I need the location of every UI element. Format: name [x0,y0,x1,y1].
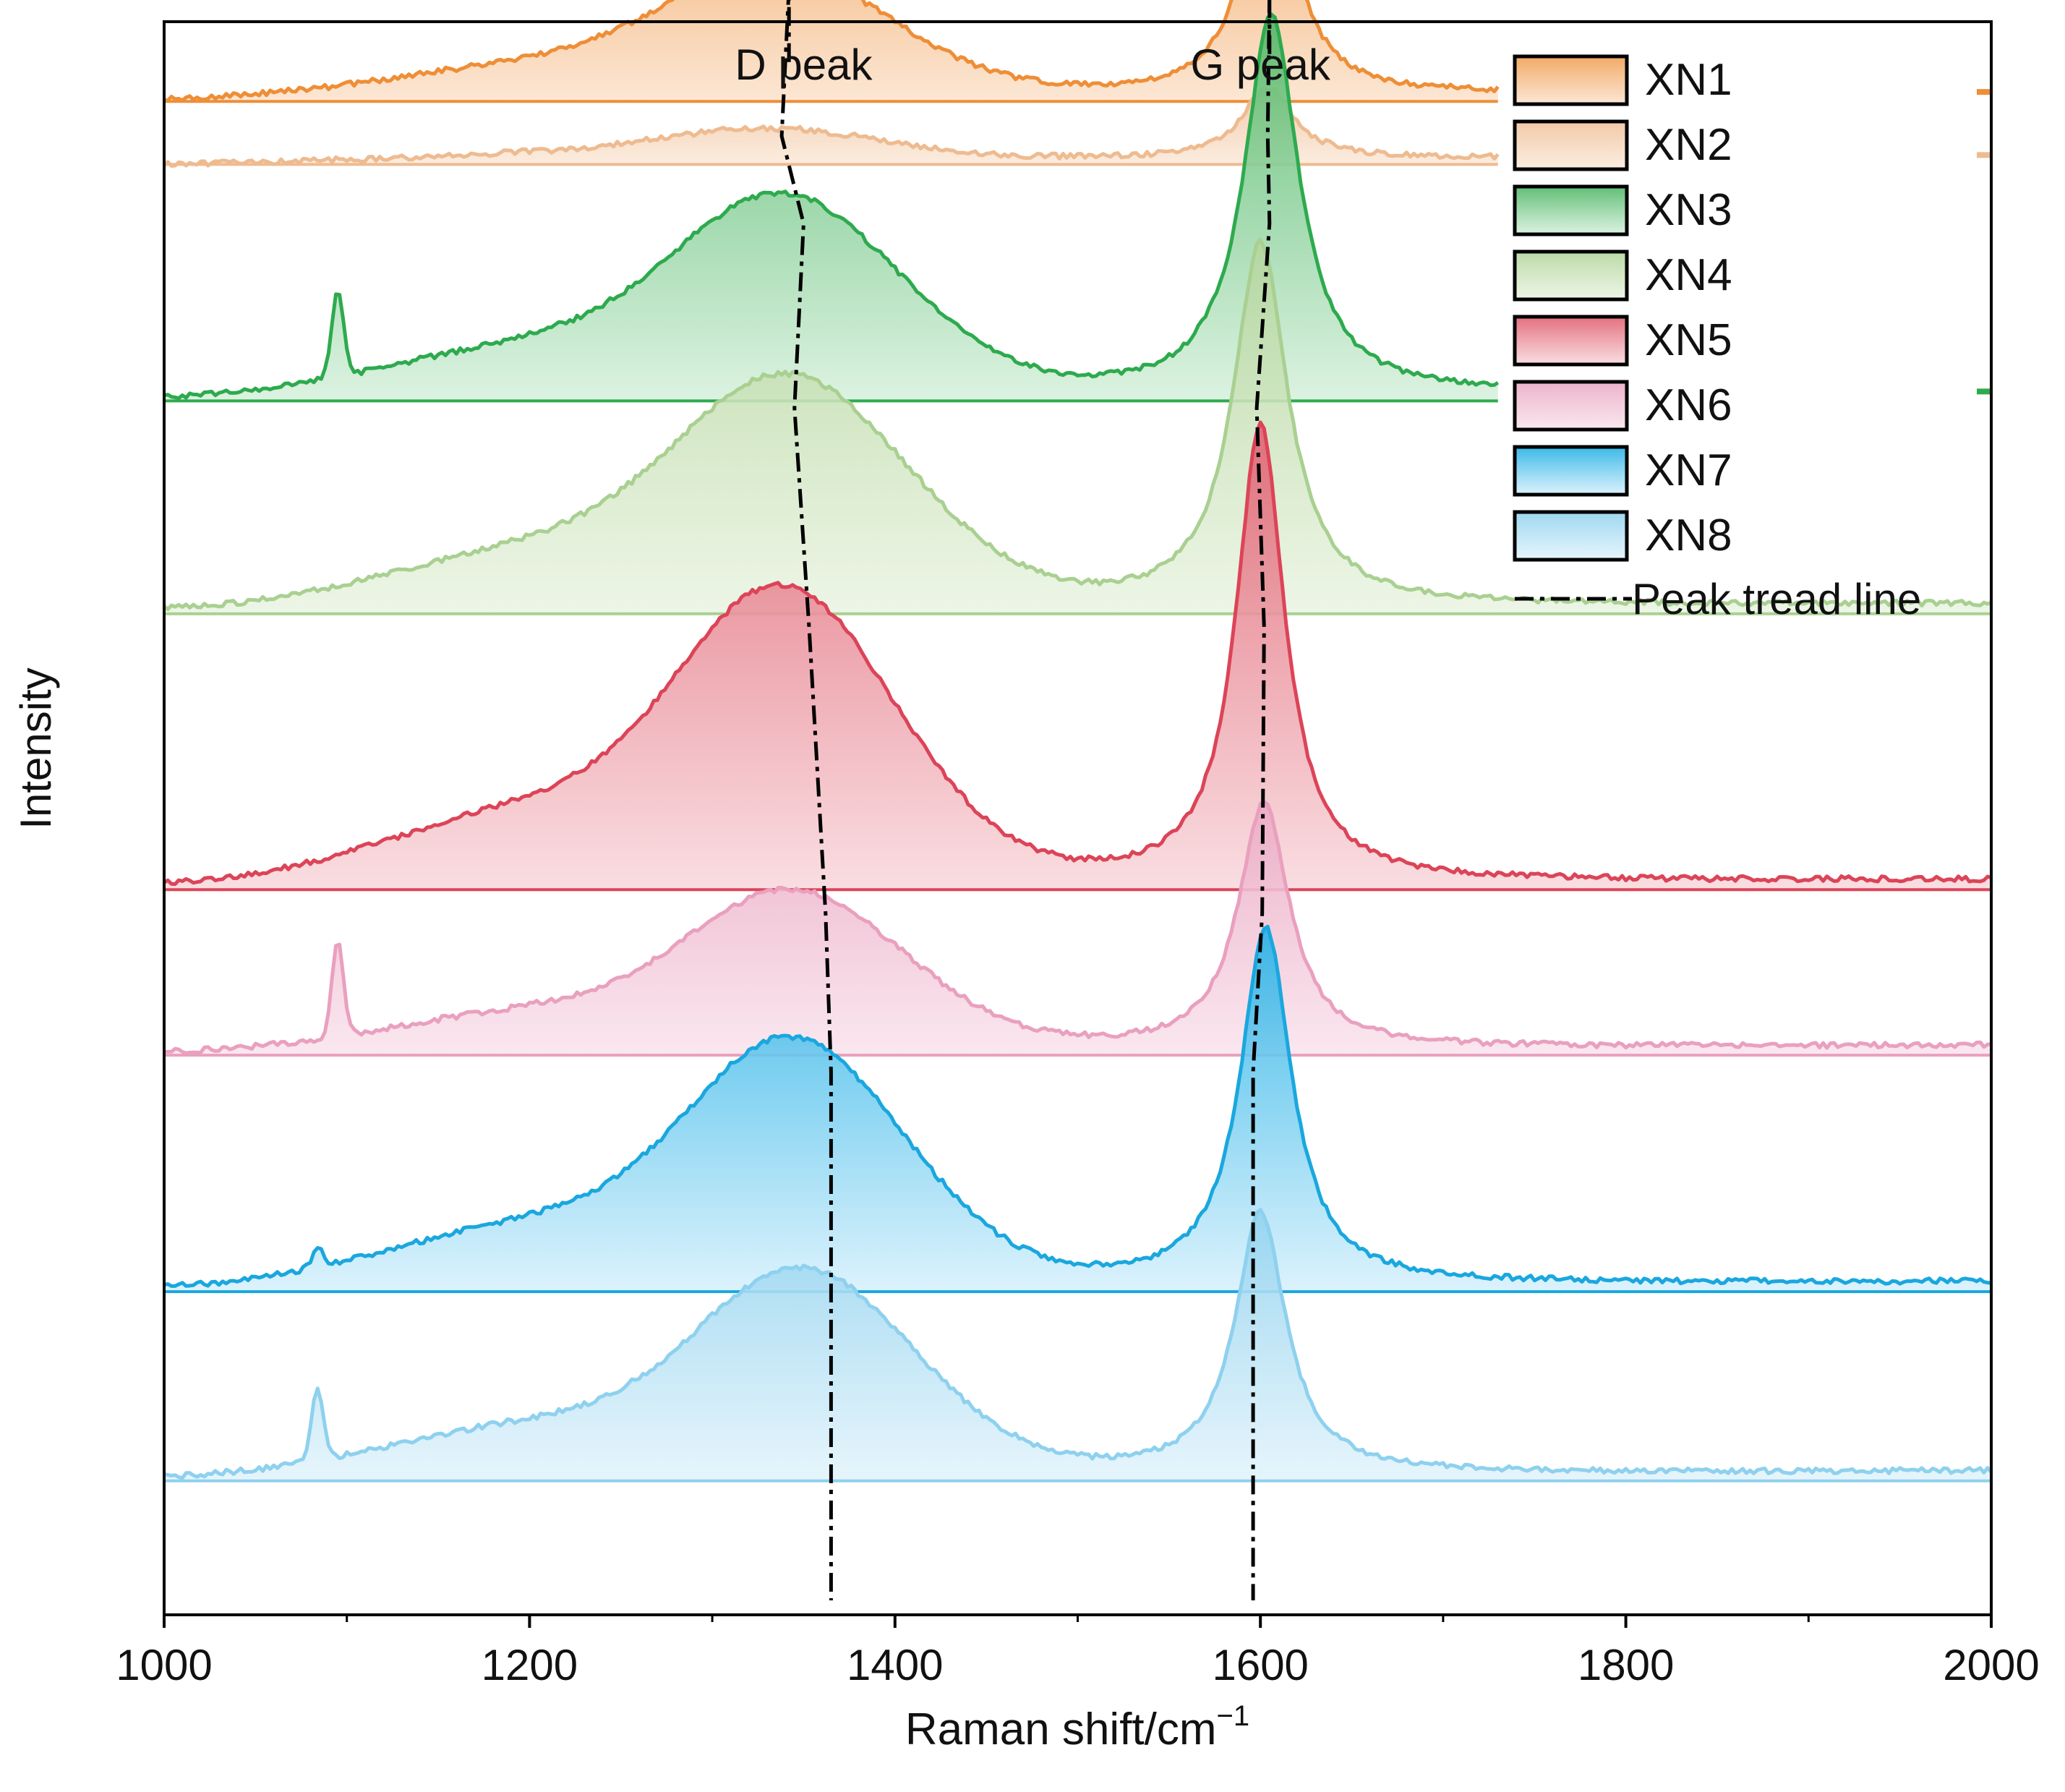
legend-swatch [1513,184,1629,236]
legend-label: XN4 [1645,250,1732,300]
series-fill-xn2 [164,88,1498,166]
legend-label: XN6 [1645,380,1732,430]
x-axis-ticks: 1000 1200 1400 1600 1800 2000 [116,1615,2040,1689]
legend-entry-xn3: XN3 [1513,184,1732,236]
series-xn8 [163,1208,1993,1482]
x-axis-label-superscript: −1 [1217,1700,1250,1732]
series-xn6 [163,800,1992,1057]
trend-layer [779,0,1272,1600]
series-fill-xn6 [164,801,1991,1056]
x-axis-label: Raman shift/cm−1 [905,1700,1249,1754]
series-line-xn7 [163,924,1992,1288]
x-tick-label: 1000 [116,1641,212,1689]
series-fill-xn5 [164,422,1991,890]
series-line-xn8 [163,1208,1993,1480]
series-line-xn6 [163,800,1992,1055]
legend-label: XN2 [1645,120,1732,170]
trend-line-d-peak [779,0,833,1600]
annotation-d-peak: D peak [735,40,873,89]
legend-entry-xn6: XN6 [1513,380,1732,432]
legend-label: XN5 [1645,315,1732,365]
legend-label: XN8 [1645,511,1732,560]
x-tick-label: 1400 [847,1641,943,1689]
x-tick-label: 2000 [1943,1641,2039,1689]
trend-line-g-peak [1251,0,1272,1600]
series-line-xn5 [163,420,1992,887]
series-xn4 [163,237,1992,615]
series-line-xn1 [163,0,1500,103]
annotation-g-peak: G peak [1190,40,1330,89]
legend-entry-xn5: XN5 [1513,315,1732,367]
legend-swatch [1513,119,1629,171]
series-xn7 [163,924,1992,1294]
y-axis-label: Intensity [12,667,60,829]
legend-swatch [1513,249,1629,302]
x-tick-label: 1200 [482,1641,578,1689]
series-fill-xn7 [164,926,1991,1292]
legend-swatch [1513,54,1629,106]
legend-entry-xn2: XN2 [1513,119,1732,171]
legend-label: Peak tread line [1632,575,1921,623]
legend-entry-xn4: XN4 [1513,249,1732,302]
legend-label: XN1 [1645,55,1732,105]
legend-entry-trend: Peak tread line [1515,575,1921,623]
legend-label: XN3 [1645,185,1732,235]
series-fill-xn8 [164,1209,1991,1481]
legend-entry-xn1: XN1 [1513,54,1732,106]
x-tick-label: 1800 [1578,1641,1674,1689]
series-line-xn4 [163,237,1992,612]
legend-swatch [1513,510,1629,562]
legend: XN1 XN2 XN3 XN4 XN5 XN6 XN7 XN8 Peak tread line [1513,54,1921,623]
legend-entry-xn7: XN7 [1513,445,1732,497]
series-xn5 [163,420,1992,892]
series-fill-xn4 [164,239,1991,614]
x-tick-label: 1600 [1212,1641,1308,1689]
legend-swatch [1513,380,1629,432]
legend-swatch [1513,315,1629,367]
series-line-xn3 [163,12,1500,401]
series-fill-xn3 [164,14,1498,401]
legend-entry-xn8: XN8 [1513,510,1732,562]
legend-label: XN7 [1645,445,1732,495]
x-axis-label-main: Raman shift/cm [905,1704,1217,1754]
annotations: D peak G peak [735,40,1331,89]
legend-swatch [1513,445,1629,497]
series-layer [163,0,1993,1482]
